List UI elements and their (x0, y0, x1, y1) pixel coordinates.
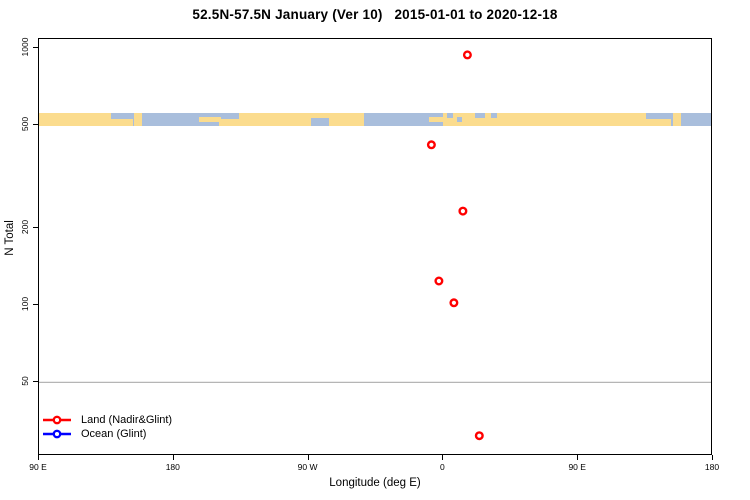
map-band-ocean-patch (447, 113, 453, 118)
map-band-ocean-patch (457, 117, 462, 122)
chart-title: 52.5N-57.5N January (Ver 10) 2015-01-01 … (192, 7, 558, 22)
data-point (462, 50, 472, 60)
x-tick-label: 0 (440, 462, 445, 472)
map-band-land-segment (644, 119, 671, 126)
y-tick-mark (33, 304, 38, 305)
map-band-ocean-patch (491, 113, 497, 118)
legend-item: Land (Nadir&Glint) (42, 413, 172, 427)
y-tick-label: 1000 (20, 37, 30, 57)
legend-label: Ocean (Glint) (81, 428, 147, 440)
y-tick-mark (33, 47, 38, 48)
y-tick-mark (33, 381, 38, 383)
x-tick-label: 180 (165, 462, 180, 472)
map-band-land-segment (429, 117, 443, 122)
data-point (458, 206, 468, 216)
map-band-land-segment (471, 113, 646, 126)
x-axis-title: Longitude (deg E) (329, 477, 421, 489)
map-band-land-segment (239, 113, 311, 126)
x-tick-label: 90 E (29, 462, 47, 472)
map-band-land-segment (109, 119, 133, 126)
map-band-land-segment (134, 113, 142, 126)
map-band-land-segment (329, 113, 364, 126)
plot-area (38, 38, 712, 455)
map-band-ocean-patch (475, 113, 485, 118)
x-tick-mark (38, 455, 39, 460)
y-axis-title: N Total (4, 220, 16, 256)
y-tick-label: 50 (20, 376, 30, 387)
x-tick-label: 90 W (297, 462, 318, 472)
y-tick-label: 200 (20, 219, 30, 234)
map-band-land-segment (39, 113, 111, 126)
x-tick-mark (442, 455, 444, 460)
map-band-land-segment (673, 113, 681, 126)
x-tick-mark (172, 455, 174, 460)
x-tick-label: 90 E (568, 462, 586, 472)
data-point (474, 431, 484, 441)
x-tick-mark (712, 455, 713, 460)
legend-label: Land (Nadir&Glint) (81, 414, 173, 426)
legend-marker-icon (43, 429, 71, 439)
legend-marker-icon (43, 415, 71, 425)
map-band-land-segment (199, 117, 221, 122)
x-tick-mark (307, 455, 309, 460)
x-tick-label: 180 (704, 462, 720, 472)
x-tick-mark (577, 455, 579, 460)
plot-canvas (39, 50, 711, 441)
data-point (449, 298, 459, 308)
y-tick-mark (33, 226, 38, 228)
map-band-land-segment (311, 113, 331, 118)
data-point (434, 276, 444, 286)
legend-item: Ocean (Glint) (42, 427, 172, 441)
data-point (426, 140, 436, 150)
legend: Land (Nadir&Glint) Ocean (Glint) (42, 413, 172, 441)
map-band-land-segment (219, 119, 243, 126)
y-tick-label: 100 (20, 296, 30, 312)
y-tick-mark (33, 124, 38, 126)
y-tick-label: 500 (20, 117, 30, 132)
